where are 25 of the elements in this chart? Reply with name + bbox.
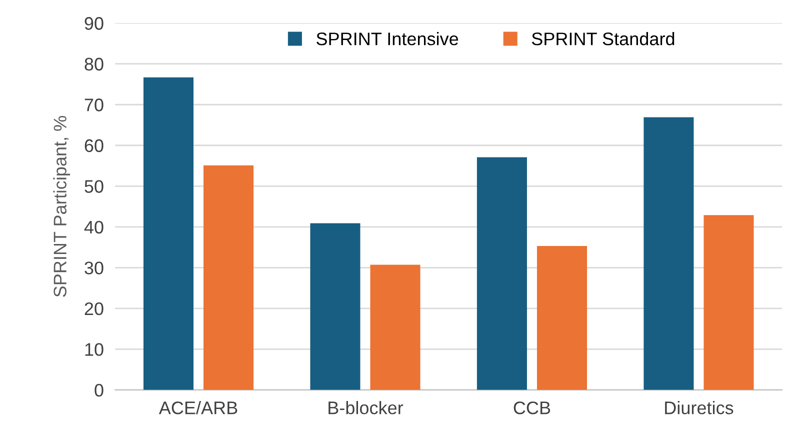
y-tick-label: 10 [85,343,104,356]
bar [310,223,360,390]
x-tick-label: B-blocker [328,401,404,414]
y-tick-label: 60 [84,139,104,152]
bar [204,165,254,390]
x-tick-label: Diuretics [665,401,734,414]
bar [476,157,527,390]
y-tick-label: 40 [84,220,104,234]
legend-label: SPRINT Standard [532,32,674,46]
y-tick-label: 80 [84,58,104,71]
x-tick-label: ACE/ARB [158,401,238,414]
y-axis-title: SPRINT Participant, % [53,116,70,297]
bar [704,215,754,390]
y-tick-label: 70 [84,98,104,112]
bar [370,264,420,390]
y-tick-label: 90 [84,17,104,30]
y-tick-label: 50 [84,180,104,193]
y-tick-label: 20 [84,302,104,316]
bar [143,77,194,390]
bar [644,117,694,390]
x-tick-label: CCB [514,401,550,414]
y-tick-label: 30 [84,262,104,274]
legend-label: SPRINT Intensive [316,32,458,46]
y-tick-label: 0 [94,384,104,397]
bar [536,246,588,390]
